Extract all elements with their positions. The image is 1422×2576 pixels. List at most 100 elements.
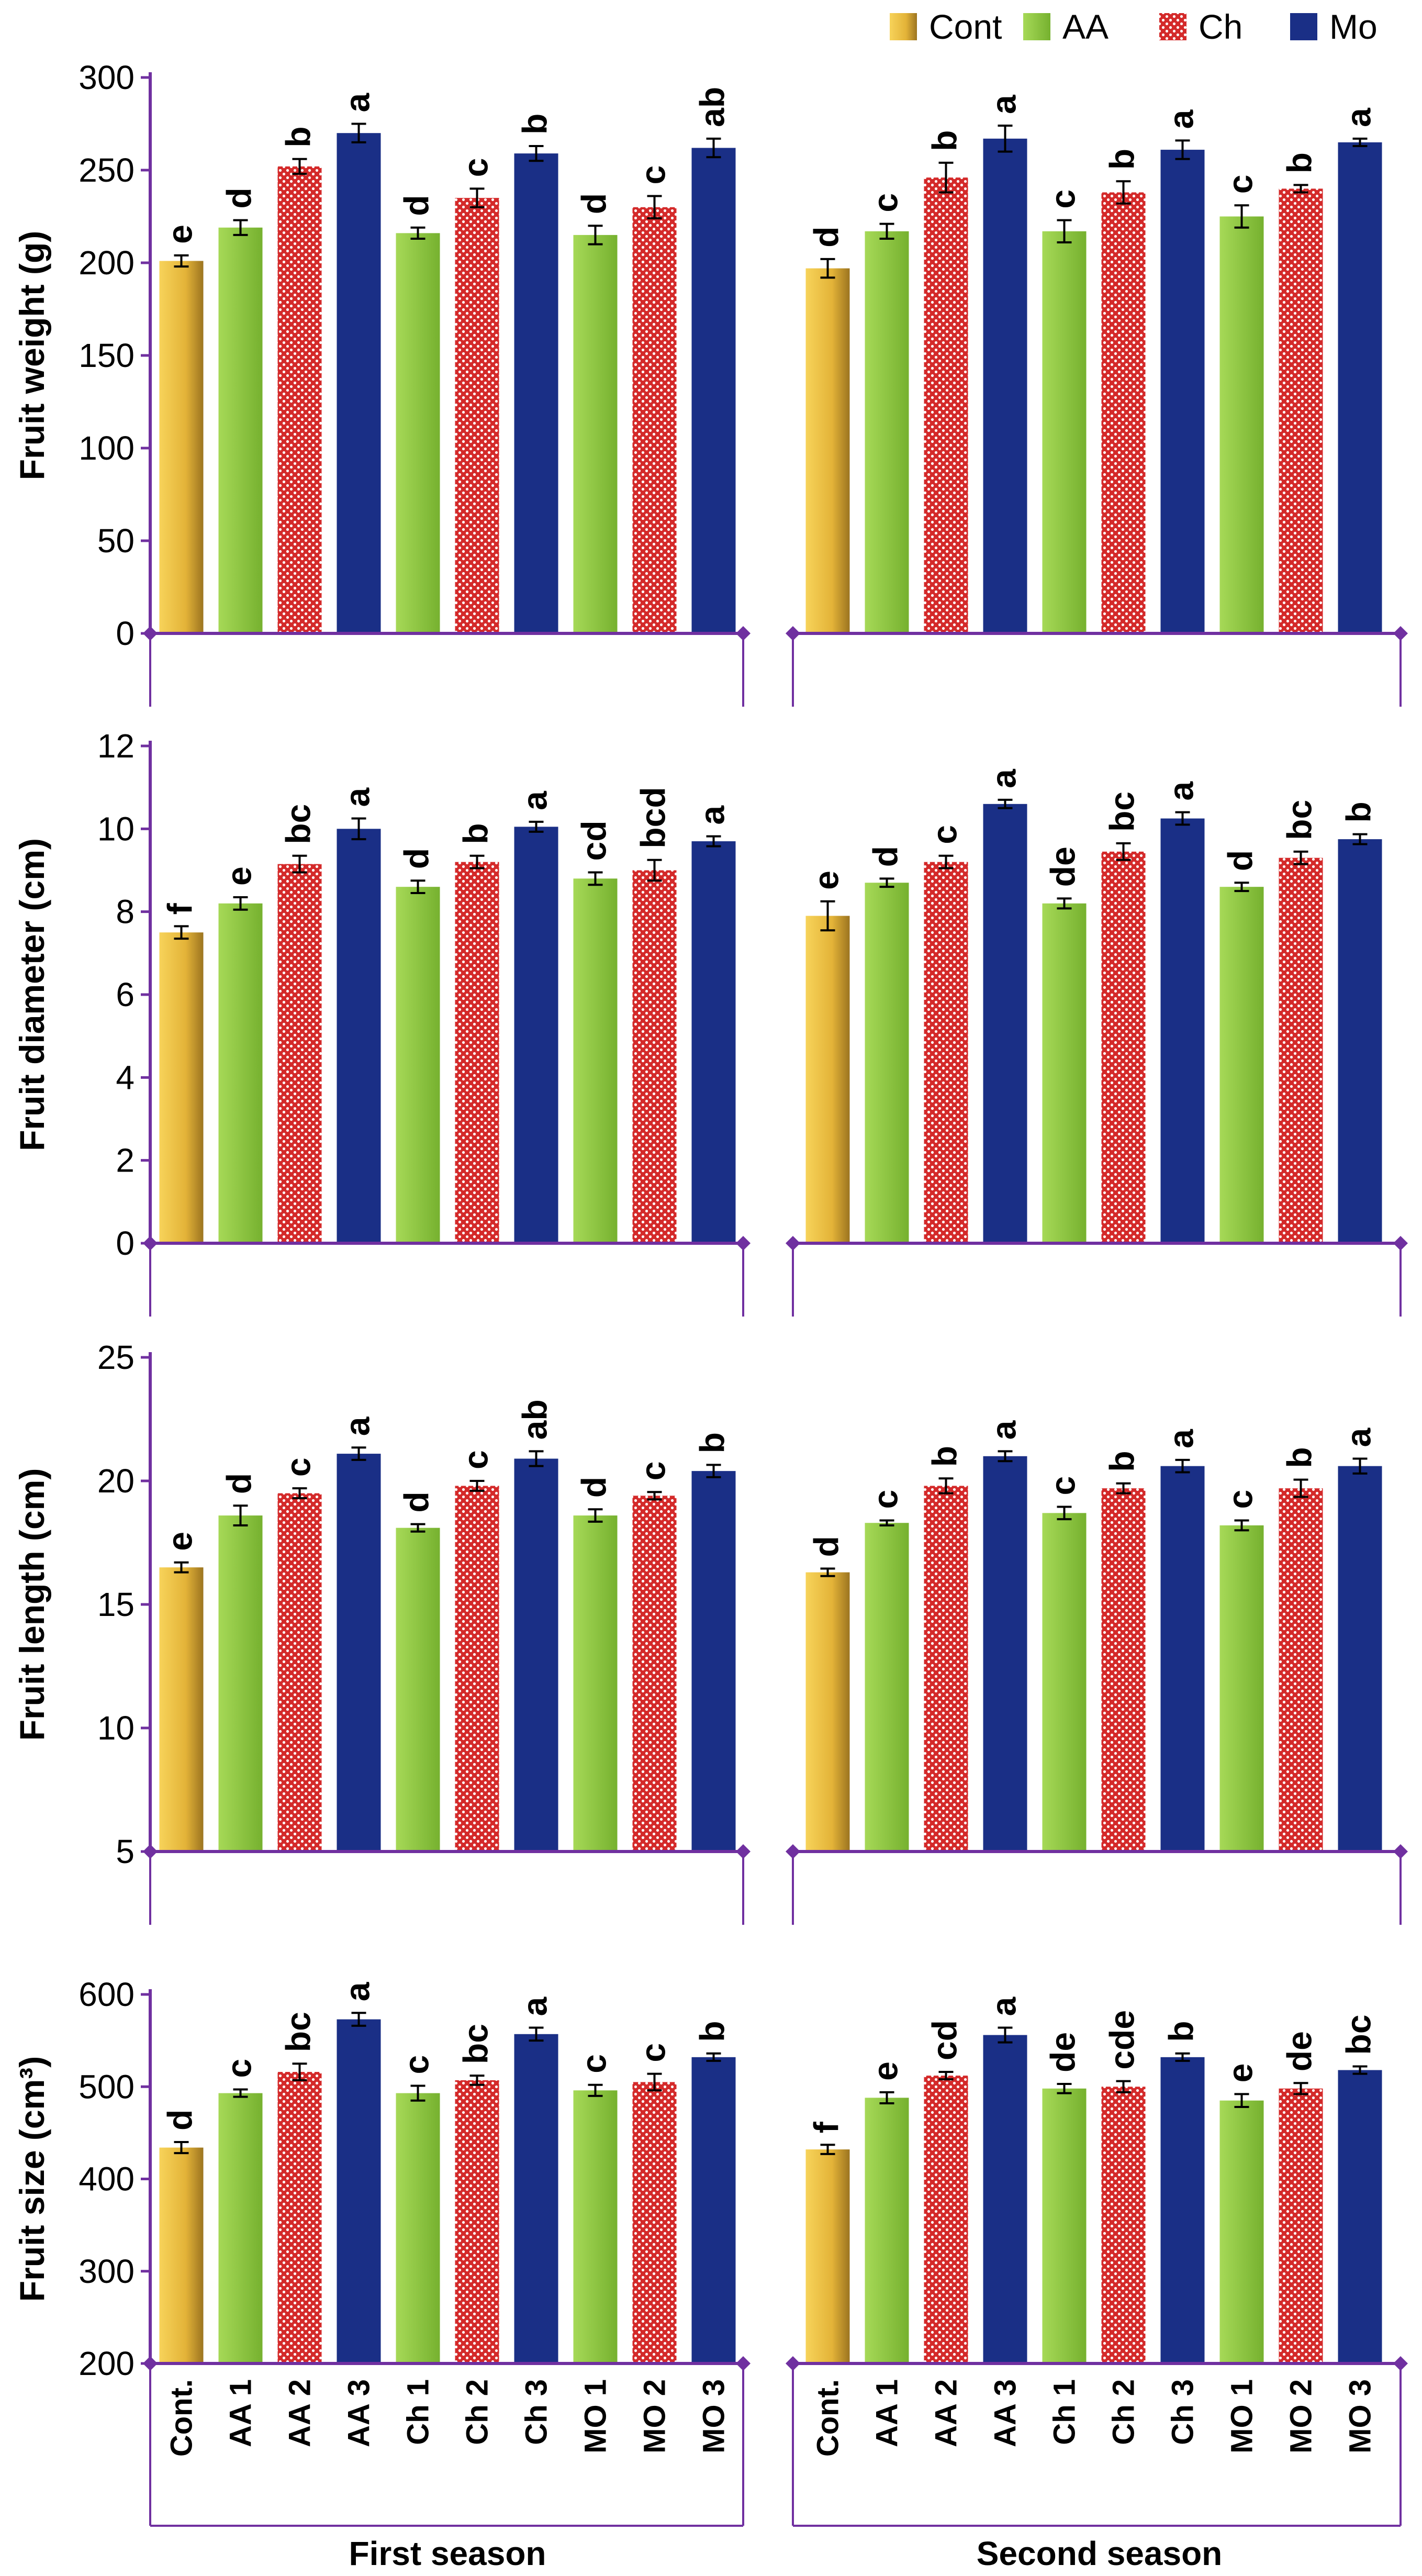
bar-first-season-aa1 bbox=[218, 903, 263, 1242]
category-label: MO 3 bbox=[1343, 2379, 1378, 2454]
bar-first-season-ch2 bbox=[455, 2080, 499, 2362]
bar-first-season-mo2 bbox=[632, 870, 677, 1242]
bar-second-season-mo3 bbox=[1338, 1466, 1382, 1850]
y-tick-label: 200 bbox=[79, 2345, 135, 2382]
significance-letter: a bbox=[984, 768, 1023, 788]
category-label: AA 3 bbox=[989, 2379, 1023, 2447]
significance-letter: c bbox=[866, 193, 905, 213]
significance-letter: e bbox=[220, 866, 259, 886]
bar-first-season-ch1 bbox=[396, 2093, 440, 2362]
y-tick-label: 15 bbox=[97, 1586, 135, 1623]
bar-first-season-mo1 bbox=[573, 2090, 618, 2362]
significance-letter: c bbox=[1221, 175, 1260, 194]
significance-letter: b bbox=[1103, 1451, 1141, 1471]
y-axis-title: Fruit size (cm³) bbox=[13, 2056, 51, 2302]
bar-second-season-aa2 bbox=[924, 862, 968, 1242]
significance-letter: d bbox=[575, 1477, 613, 1498]
significance-letter: d bbox=[220, 187, 259, 208]
significance-letter: a bbox=[984, 1420, 1023, 1440]
bar-first-season-aa3 bbox=[337, 133, 381, 632]
significance-letter: b bbox=[693, 1432, 732, 1453]
y-axis-title: Fruit weight (g) bbox=[13, 231, 51, 481]
bar-first-season-ch1 bbox=[396, 233, 440, 632]
bar-first-season-ch1 bbox=[396, 887, 440, 1242]
season-label: First season bbox=[349, 2535, 546, 2572]
category-label: MO 2 bbox=[1284, 2379, 1318, 2454]
y-tick-label: 10 bbox=[97, 810, 135, 847]
bar-first-season-ch3 bbox=[514, 827, 558, 1242]
y-tick-label: 50 bbox=[97, 522, 135, 560]
significance-letter: c bbox=[1044, 189, 1082, 209]
bar-first-season-aa1 bbox=[218, 1515, 263, 1850]
y-tick-label: 0 bbox=[116, 1224, 135, 1262]
category-label: Ch 2 bbox=[1107, 2379, 1141, 2445]
bar-second-season-aa3 bbox=[983, 2035, 1027, 2362]
bar-first-season-ch1 bbox=[396, 1527, 440, 1850]
legend-item-ch: Ch bbox=[1159, 7, 1242, 46]
bar-second-season-mo1 bbox=[1219, 1525, 1264, 1850]
significance-letter: a bbox=[693, 805, 732, 825]
significance-letter: e bbox=[161, 225, 199, 244]
bar-first-season-ch2 bbox=[455, 198, 499, 632]
significance-letter: a bbox=[1162, 109, 1201, 129]
category-label: AA 1 bbox=[224, 2379, 258, 2447]
bar-second-season-ch2 bbox=[1101, 192, 1146, 632]
bar-second-season-mo2 bbox=[1279, 2088, 1323, 2362]
significance-letter: b bbox=[1280, 1447, 1319, 1468]
bar-second-season-cont bbox=[805, 268, 850, 632]
legend-swatch-ch bbox=[1159, 13, 1186, 40]
significance-letter: bc bbox=[1339, 2014, 1378, 2055]
bar-second-season-aa2 bbox=[924, 1486, 968, 1850]
significance-letter: c bbox=[1044, 1476, 1082, 1496]
significance-letter: a bbox=[1162, 1429, 1201, 1448]
bar-second-season-mo1 bbox=[1219, 216, 1264, 632]
bar-second-season-ch1 bbox=[1042, 2088, 1087, 2362]
significance-letter: b bbox=[693, 2021, 732, 2042]
significance-letter: d bbox=[807, 227, 846, 248]
significance-letter: e bbox=[866, 2061, 905, 2081]
legend-label-cont: Cont bbox=[929, 7, 1002, 46]
bar-first-season-mo2 bbox=[632, 2082, 677, 2362]
significance-letter: d bbox=[161, 2110, 199, 2131]
bar-second-season-ch1 bbox=[1042, 231, 1087, 632]
significance-letter: c bbox=[456, 158, 495, 177]
bar-first-season-aa2 bbox=[277, 166, 322, 632]
significance-letter: e bbox=[161, 1532, 199, 1551]
y-tick-label: 6 bbox=[116, 976, 135, 1013]
bar-first-season-ch2 bbox=[455, 862, 499, 1242]
category-label: Ch 3 bbox=[1166, 2379, 1200, 2445]
y-tick-label: 0 bbox=[116, 615, 135, 652]
bar-second-season-ch3 bbox=[1160, 150, 1205, 632]
significance-letter: c bbox=[456, 1450, 495, 1469]
significance-letter: bcd bbox=[634, 787, 673, 848]
bar-first-season-mo3 bbox=[691, 1471, 736, 1850]
bar-second-season-ch1 bbox=[1042, 1513, 1087, 1850]
y-tick-label: 250 bbox=[79, 151, 135, 189]
legend-item-mo: Mo bbox=[1290, 7, 1378, 46]
category-label: MO 2 bbox=[638, 2379, 672, 2454]
legend: Cont AA Ch Mo bbox=[890, 7, 1378, 46]
significance-letter: bc bbox=[279, 804, 318, 844]
legend-swatch-mo bbox=[1290, 13, 1317, 40]
bar-second-season-ch1 bbox=[1042, 903, 1087, 1242]
significance-letter: f bbox=[807, 2121, 846, 2133]
bar-second-season-cont bbox=[805, 2149, 850, 2362]
significance-letter: bc bbox=[1103, 791, 1141, 832]
bar-second-season-cont bbox=[805, 1572, 850, 1850]
bar-first-season-mo3 bbox=[691, 148, 736, 632]
significance-letter: a bbox=[1339, 107, 1378, 127]
y-tick-label: 25 bbox=[97, 1339, 135, 1376]
bar-first-season-aa2 bbox=[277, 1493, 322, 1850]
bar-first-season-mo1 bbox=[573, 1515, 618, 1850]
category-label: MO 1 bbox=[579, 2379, 613, 2454]
bar-second-season-ch3 bbox=[1160, 2057, 1205, 2362]
y-tick-label: 100 bbox=[79, 429, 135, 467]
y-tick-label: 600 bbox=[79, 1976, 135, 2013]
bar-second-season-aa3 bbox=[983, 804, 1027, 1242]
significance-letter: cd bbox=[575, 820, 613, 861]
significance-letter: a bbox=[1339, 1428, 1378, 1447]
bar-second-season-aa1 bbox=[865, 231, 909, 632]
y-tick-label: 400 bbox=[79, 2160, 135, 2198]
